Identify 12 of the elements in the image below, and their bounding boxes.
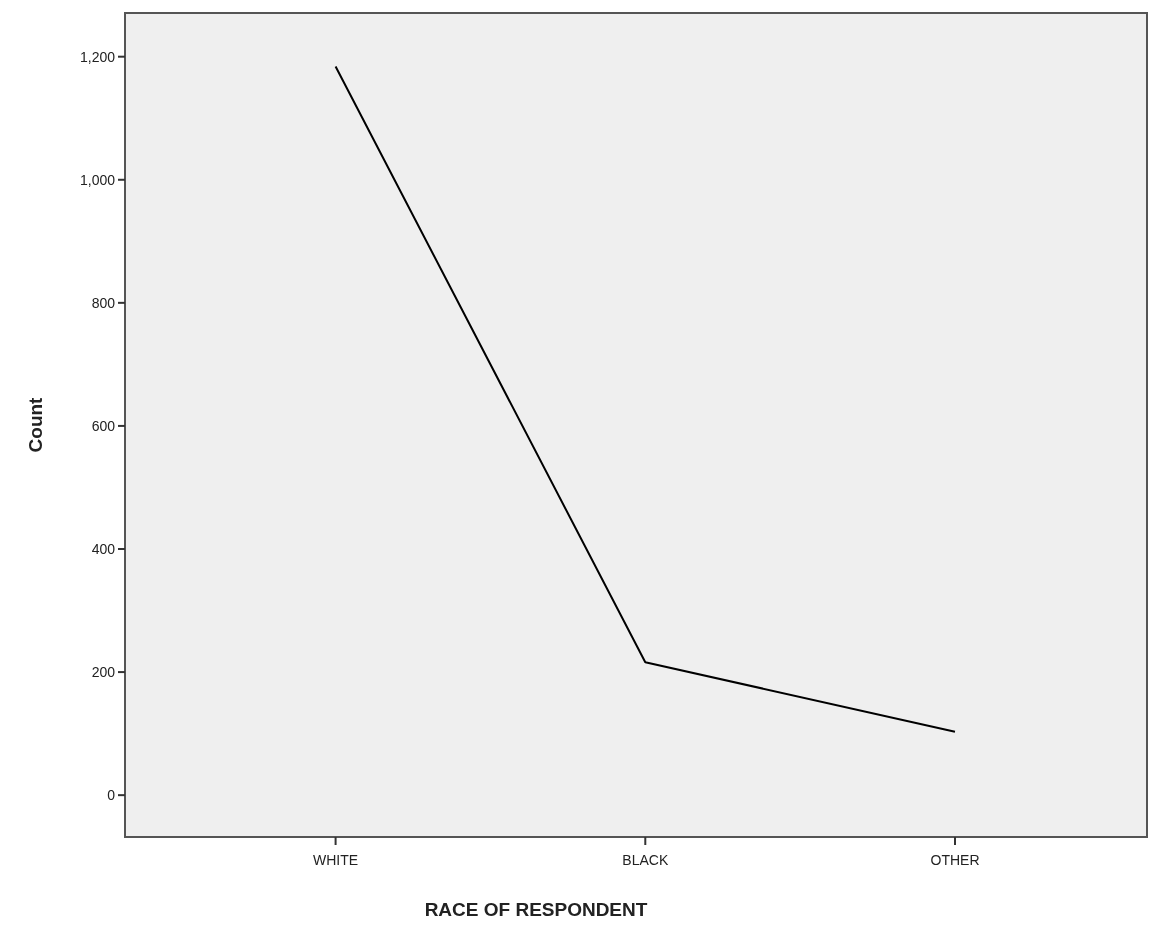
- y-tick-label: 1,000: [79, 171, 116, 188]
- x-axis-title: RACE OF RESPONDENT: [424, 899, 648, 920]
- x-tick-label: BLACK: [622, 852, 669, 868]
- y-tick-label: 600: [91, 417, 116, 434]
- y-axis-title: Count: [25, 396, 46, 453]
- y-tick-label: 1,200: [79, 48, 116, 65]
- y-tick-label: 0: [107, 787, 116, 804]
- x-tick-label: OTHER: [930, 852, 980, 868]
- y-tick-label: 400: [91, 540, 116, 557]
- y-tick-label: 800: [91, 294, 116, 311]
- x-tick-label: WHITE: [313, 852, 359, 868]
- y-tick-label: 200: [91, 663, 116, 680]
